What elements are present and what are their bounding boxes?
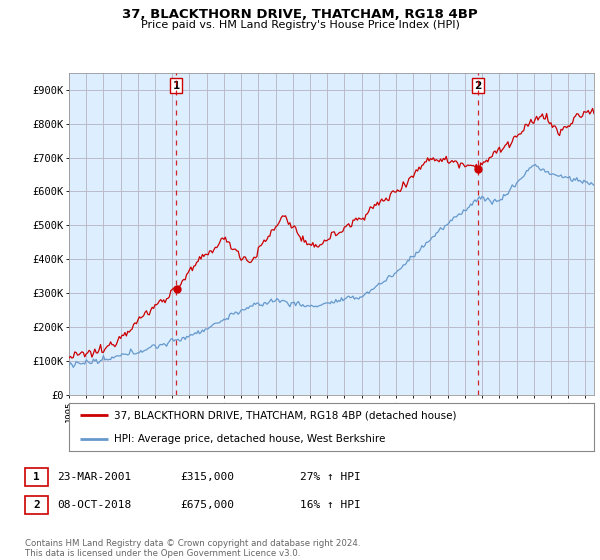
Text: £675,000: £675,000 — [180, 500, 234, 510]
Text: Price paid vs. HM Land Registry's House Price Index (HPI): Price paid vs. HM Land Registry's House … — [140, 20, 460, 30]
Text: 1: 1 — [33, 472, 40, 482]
Text: £315,000: £315,000 — [180, 472, 234, 482]
Text: 1: 1 — [173, 81, 180, 91]
Text: 37, BLACKTHORN DRIVE, THATCHAM, RG18 4BP (detached house): 37, BLACKTHORN DRIVE, THATCHAM, RG18 4BP… — [113, 410, 456, 420]
Text: 27% ↑ HPI: 27% ↑ HPI — [300, 472, 361, 482]
Text: Contains HM Land Registry data © Crown copyright and database right 2024.
This d: Contains HM Land Registry data © Crown c… — [25, 539, 361, 558]
Text: 08-OCT-2018: 08-OCT-2018 — [57, 500, 131, 510]
Text: 16% ↑ HPI: 16% ↑ HPI — [300, 500, 361, 510]
Text: HPI: Average price, detached house, West Berkshire: HPI: Average price, detached house, West… — [113, 434, 385, 444]
Text: 23-MAR-2001: 23-MAR-2001 — [57, 472, 131, 482]
Text: 2: 2 — [475, 81, 482, 91]
Text: 2: 2 — [33, 500, 40, 510]
Text: 37, BLACKTHORN DRIVE, THATCHAM, RG18 4BP: 37, BLACKTHORN DRIVE, THATCHAM, RG18 4BP — [122, 8, 478, 21]
